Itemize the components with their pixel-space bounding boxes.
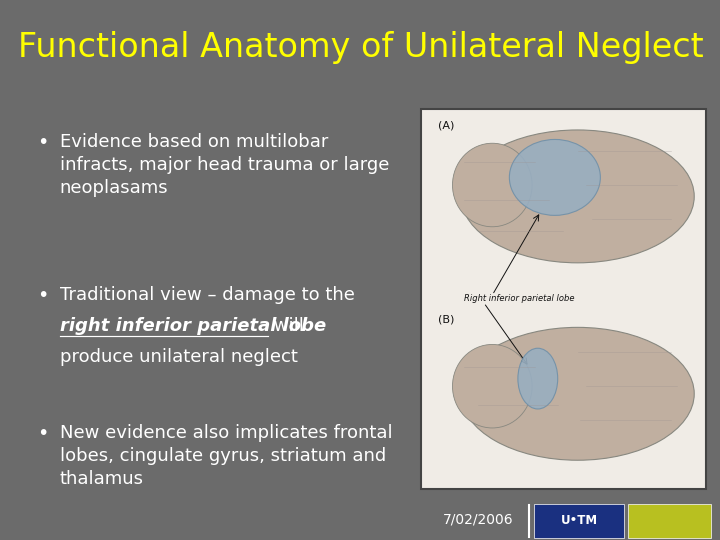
FancyBboxPatch shape bbox=[421, 109, 706, 489]
Text: produce unilateral neglect: produce unilateral neglect bbox=[60, 348, 297, 366]
Text: right inferior parietal lobe: right inferior parietal lobe bbox=[60, 317, 326, 335]
FancyBboxPatch shape bbox=[628, 504, 711, 538]
Text: will: will bbox=[268, 317, 304, 335]
FancyBboxPatch shape bbox=[534, 504, 624, 538]
Text: (B): (B) bbox=[438, 314, 454, 324]
Text: U•TM: U•TM bbox=[561, 514, 598, 527]
Ellipse shape bbox=[518, 348, 558, 409]
Ellipse shape bbox=[452, 345, 532, 428]
Text: •: • bbox=[37, 133, 48, 152]
Text: 7/02/2006: 7/02/2006 bbox=[443, 512, 513, 526]
Text: •: • bbox=[37, 286, 48, 305]
Ellipse shape bbox=[461, 130, 694, 263]
Text: Right inferior parietal lobe: Right inferior parietal lobe bbox=[464, 294, 575, 303]
Text: •: • bbox=[37, 424, 48, 443]
Ellipse shape bbox=[461, 327, 694, 460]
Text: Evidence based on multilobar
infracts, major head trauma or large
neoplasams: Evidence based on multilobar infracts, m… bbox=[60, 133, 389, 197]
Ellipse shape bbox=[452, 143, 532, 227]
Text: New evidence also implicates frontal
lobes, cingulate gyrus, striatum and
thalam: New evidence also implicates frontal lob… bbox=[60, 424, 392, 488]
Ellipse shape bbox=[509, 139, 600, 215]
Text: Functional Anatomy of Unilateral Neglect: Functional Anatomy of Unilateral Neglect bbox=[18, 31, 703, 64]
Text: Traditional view – damage to the: Traditional view – damage to the bbox=[60, 286, 355, 303]
Text: (A): (A) bbox=[438, 120, 454, 131]
